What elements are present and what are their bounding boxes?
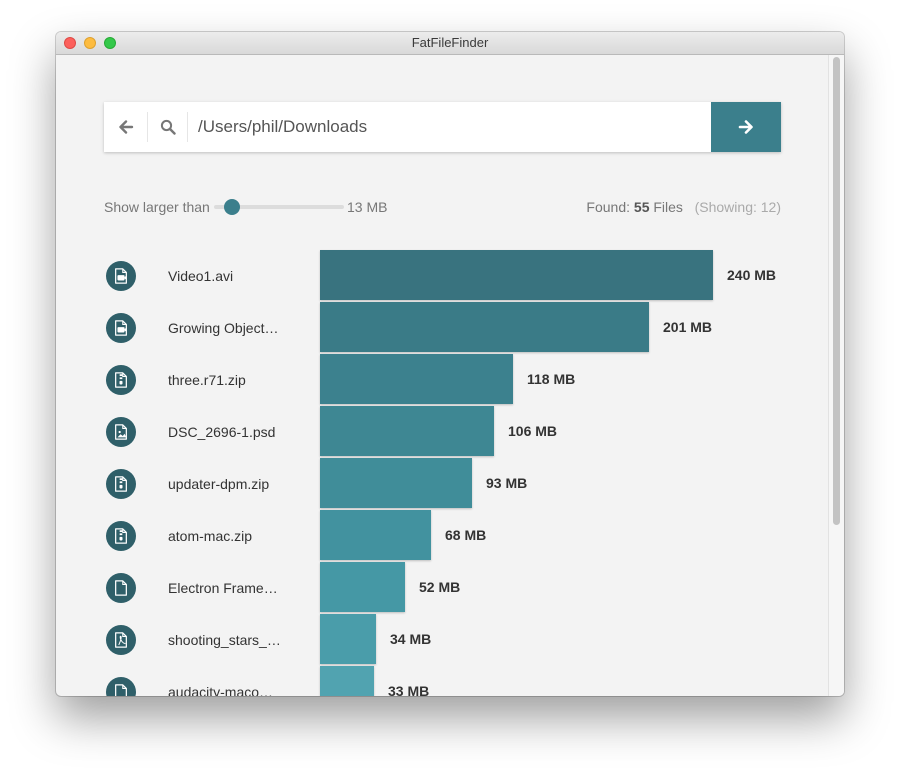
slider-track[interactable] xyxy=(214,205,344,209)
file-name: Video1.avi xyxy=(168,268,234,284)
arrow-left-icon xyxy=(118,120,133,134)
file-row[interactable]: Video1.avi 240 MB xyxy=(56,250,829,302)
file-size-label: 52 MB xyxy=(419,579,461,595)
file-row[interactable]: updater-dpm.zip 93 MB xyxy=(56,458,829,510)
file-name: audacity-maco… xyxy=(168,684,274,696)
window-title: FatFileFinder xyxy=(411,35,489,50)
file-size-label: 93 MB xyxy=(486,475,528,491)
file-size-label: 33 MB xyxy=(388,683,430,696)
minimize-window-button[interactable] xyxy=(84,37,96,49)
file-row[interactable]: Electron Frame… 52 MB xyxy=(56,562,829,614)
slider-handle[interactable] xyxy=(224,199,240,215)
found-summary: Found: 55 Files (Showing: 12) xyxy=(586,197,781,217)
divider xyxy=(187,112,188,142)
found-count: 55 xyxy=(633,199,650,215)
size-filter-label: Show larger than xyxy=(104,199,210,215)
file-size-bar[interactable] xyxy=(320,250,713,300)
file-size-label: 240 MB xyxy=(727,267,777,283)
file-size-bar[interactable] xyxy=(320,354,513,404)
showing-count: (Showing: 12) xyxy=(694,199,781,215)
file-row[interactable]: three.r71.zip 118 MB xyxy=(56,354,829,406)
file-row[interactable]: audacity-maco… 33 MB xyxy=(56,666,829,696)
file-size-label: 118 MB xyxy=(527,371,576,387)
file-name: atom-mac.zip xyxy=(168,528,253,544)
search-button[interactable] xyxy=(148,102,187,152)
file-row[interactable]: shooting_stars_… 34 MB xyxy=(56,614,829,666)
file-name: DSC_2696-1.psd xyxy=(168,424,276,440)
main-content: Show larger than 13 MB Found: 55 Files (… xyxy=(56,55,844,696)
zip-file-icon xyxy=(106,365,136,395)
file-size-bar[interactable] xyxy=(320,510,431,560)
search-icon xyxy=(160,119,176,135)
file-icon xyxy=(106,677,136,696)
path-input[interactable] xyxy=(198,114,698,140)
pdf-file-icon xyxy=(106,625,136,655)
back-button[interactable] xyxy=(104,102,147,152)
path-bar xyxy=(104,102,781,152)
file-list: Video1.avi 240 MB Growing Object… 201 MB thr… xyxy=(56,55,829,696)
file-size-bar[interactable] xyxy=(320,458,472,508)
file-row[interactable]: DSC_2696-1.psd 106 MB xyxy=(56,406,829,458)
video-file-icon xyxy=(106,313,136,343)
scrollbar-thumb[interactable] xyxy=(833,57,840,525)
go-button[interactable] xyxy=(711,102,781,152)
file-name: Electron Frame… xyxy=(168,580,278,596)
size-threshold-value: 13 MB xyxy=(347,199,388,215)
zip-file-icon xyxy=(106,521,136,551)
size-filter: Show larger than 13 MB Found: 55 Files (… xyxy=(104,197,781,217)
arrow-right-icon xyxy=(738,120,753,134)
size-slider[interactable] xyxy=(214,199,344,215)
divider xyxy=(147,112,148,142)
file-name: Growing Object… xyxy=(168,320,279,336)
app-window: FatFileFinder xyxy=(56,32,844,696)
file-row[interactable]: Growing Object… 201 MB xyxy=(56,302,829,354)
found-unit: Files xyxy=(653,199,683,215)
close-window-button[interactable] xyxy=(64,37,76,49)
file-icon xyxy=(106,573,136,603)
file-size-label: 201 MB xyxy=(663,319,713,335)
image-file-icon xyxy=(106,417,136,447)
file-size-bar[interactable] xyxy=(320,406,494,456)
file-size-bar[interactable] xyxy=(320,562,405,612)
file-name: three.r71.zip xyxy=(168,372,246,388)
file-name: shooting_stars_… xyxy=(168,632,281,648)
found-label: Found: xyxy=(586,199,631,215)
file-size-bar[interactable] xyxy=(320,302,649,352)
scrollbar[interactable] xyxy=(828,55,844,696)
file-name: updater-dpm.zip xyxy=(168,476,270,492)
file-size-label: 34 MB xyxy=(390,631,432,647)
title-bar: FatFileFinder xyxy=(56,32,844,55)
file-size-bar[interactable] xyxy=(320,666,374,696)
file-size-label: 68 MB xyxy=(445,527,487,543)
zoom-window-button[interactable] xyxy=(104,37,116,49)
zip-file-icon xyxy=(106,469,136,499)
file-size-bar[interactable] xyxy=(320,614,376,664)
file-size-label: 106 MB xyxy=(508,423,558,439)
file-row[interactable]: atom-mac.zip 68 MB xyxy=(56,510,829,562)
video-file-icon xyxy=(106,261,136,291)
